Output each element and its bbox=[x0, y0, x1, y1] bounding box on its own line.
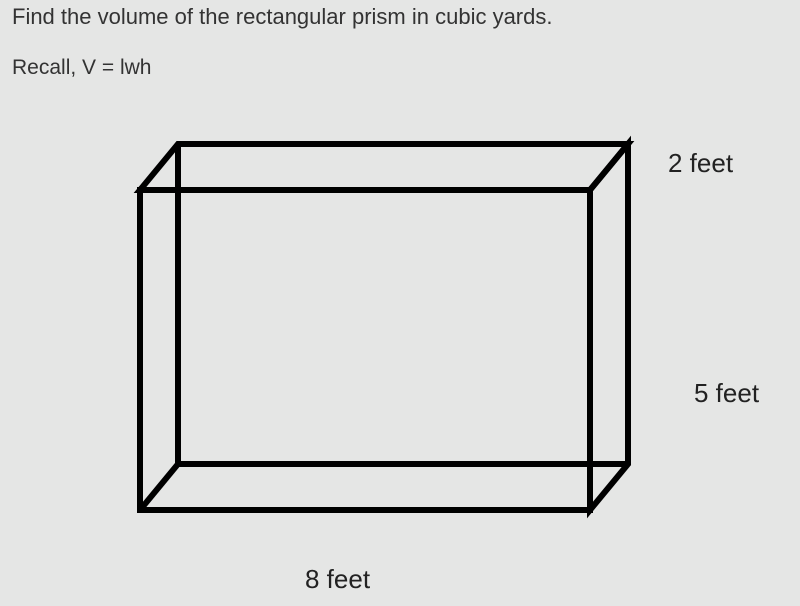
question-line-2: Recall, V = lwh bbox=[12, 56, 151, 80]
prism-hidden-depth-edge bbox=[140, 464, 178, 510]
prism-right-face bbox=[590, 144, 628, 510]
prism-diagram bbox=[120, 120, 640, 540]
prism-top-face bbox=[140, 144, 628, 190]
dimension-width-label: 2 feet bbox=[668, 148, 733, 179]
question-line-1: Find the volume of the rectangular prism… bbox=[12, 4, 552, 30]
dimension-height-label: 5 feet bbox=[694, 378, 759, 409]
dimension-length-label: 8 feet bbox=[305, 564, 370, 595]
